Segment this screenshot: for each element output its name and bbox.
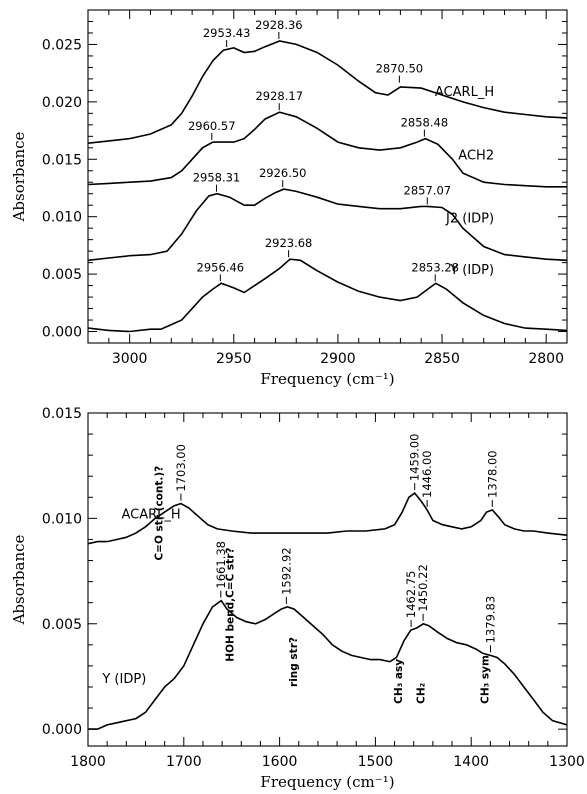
peak-label-2928-17: 2928.17 bbox=[255, 89, 303, 103]
y-tick-label: 0.000 bbox=[42, 325, 82, 341]
series-label-j2-idp: J2 (IDP) bbox=[445, 211, 494, 226]
annotation-hoh-bend-c-c-str: HOH bend,C=C str? bbox=[225, 548, 237, 662]
peak-label-1703-00: 1703.00 bbox=[174, 444, 188, 492]
annotation-ch: CH₂ bbox=[415, 682, 427, 703]
y-axis-title: Absorbance bbox=[10, 131, 28, 222]
peak-label-1459-00: 1459.00 bbox=[408, 434, 422, 482]
peak-label-2923-68: 2923.68 bbox=[265, 236, 313, 250]
x-tick-label: 2950 bbox=[216, 351, 252, 367]
y-tick-label: 0.015 bbox=[42, 152, 82, 168]
annotation-ch-sym: CH₃ sym bbox=[479, 655, 491, 704]
peak-label-2853-28: 2853.28 bbox=[411, 260, 459, 274]
peak-label-2857-07: 2857.07 bbox=[404, 183, 452, 197]
y-tick-label: 0.015 bbox=[42, 406, 82, 422]
series-line-j2-idp bbox=[87, 188, 568, 262]
plot-frame bbox=[87, 9, 568, 344]
series-label-acarl-h: ACARL_H bbox=[122, 507, 181, 522]
series-line-ach2 bbox=[87, 111, 567, 188]
series-label-ach2: ACH2 bbox=[458, 148, 494, 163]
y-tick-label: 0.010 bbox=[42, 511, 82, 527]
peak-label-1446-00: 1446.00 bbox=[420, 450, 434, 498]
series-line-acarl-h bbox=[87, 40, 568, 144]
peak-label-2953-43: 2953.43 bbox=[203, 26, 251, 40]
x-axis-title: Frequency (cm⁻¹) bbox=[260, 773, 394, 791]
peak-label-2870-50: 2870.50 bbox=[376, 62, 424, 76]
series-line-y-idp bbox=[87, 258, 568, 333]
x-tick-label: 1700 bbox=[166, 754, 202, 770]
peak-label-1661-38: 1661.38 bbox=[214, 541, 228, 589]
peak-label-1592-92: 1592.92 bbox=[279, 547, 293, 595]
peak-label-2958-31: 2958.31 bbox=[193, 171, 241, 185]
x-tick-label: 3000 bbox=[112, 351, 148, 367]
series-label-acarl-h: ACARL_H bbox=[435, 85, 494, 100]
x-tick-label: 1600 bbox=[262, 754, 298, 770]
peak-label-2960-57: 2960.57 bbox=[188, 119, 236, 133]
y-tick-label: 0.005 bbox=[42, 617, 82, 633]
series-label-y-idp: Y (IDP) bbox=[449, 263, 494, 278]
peak-label-1378-00: 1378.00 bbox=[485, 450, 499, 498]
x-tick-label: 2850 bbox=[424, 351, 460, 367]
x-tick-label: 1800 bbox=[70, 754, 106, 770]
peak-label-1450-22: 1450.22 bbox=[416, 564, 430, 612]
annotation-c-o-str-cont: C=O str (cont.)? bbox=[154, 466, 166, 561]
y-tick-label: 0.005 bbox=[42, 267, 82, 283]
y-tick-label: 0.020 bbox=[42, 95, 82, 111]
top-panel: 3000 2950 2900 2850 2800 0.000 0.005 0.010 0.015… bbox=[10, 9, 568, 388]
x-axis-title: Frequency (cm⁻¹) bbox=[260, 370, 394, 388]
peak-label-1462-75: 1462.75 bbox=[404, 571, 418, 619]
annotation-ch-asy: CH₃ asy bbox=[393, 659, 405, 704]
x-tick-label: 1300 bbox=[549, 754, 585, 770]
y-tick-label: 0.025 bbox=[42, 37, 82, 53]
x-tick-label: 2900 bbox=[320, 351, 356, 367]
annotation-ring-str: ring str? bbox=[288, 637, 300, 687]
series-line-y-idp bbox=[88, 599, 568, 730]
y-tick-label: 0.010 bbox=[42, 210, 82, 226]
series-line-acarl-h bbox=[87, 492, 568, 545]
bottom-panel: 1800 1700 1600 1500 1400 1300 0.000 0.005 0.010 0… bbox=[10, 406, 585, 791]
series-label-y-idp: Y (IDP) bbox=[101, 672, 146, 687]
x-tick-label: 2800 bbox=[528, 351, 564, 367]
peak-label-2956-46: 2956.46 bbox=[197, 260, 245, 274]
peak-label-2928-36: 2928.36 bbox=[255, 18, 303, 32]
peak-label-2926-50: 2926.50 bbox=[259, 166, 307, 180]
x-tick-label: 1400 bbox=[453, 754, 489, 770]
peak-label-1379-83: 1379.83 bbox=[484, 596, 498, 644]
y-axis-title: Absorbance bbox=[10, 534, 28, 625]
peak-label-2858-48: 2858.48 bbox=[401, 116, 449, 130]
y-tick-label: 0.000 bbox=[42, 722, 82, 738]
x-tick-label: 1500 bbox=[358, 754, 394, 770]
plot-frame bbox=[87, 412, 568, 747]
